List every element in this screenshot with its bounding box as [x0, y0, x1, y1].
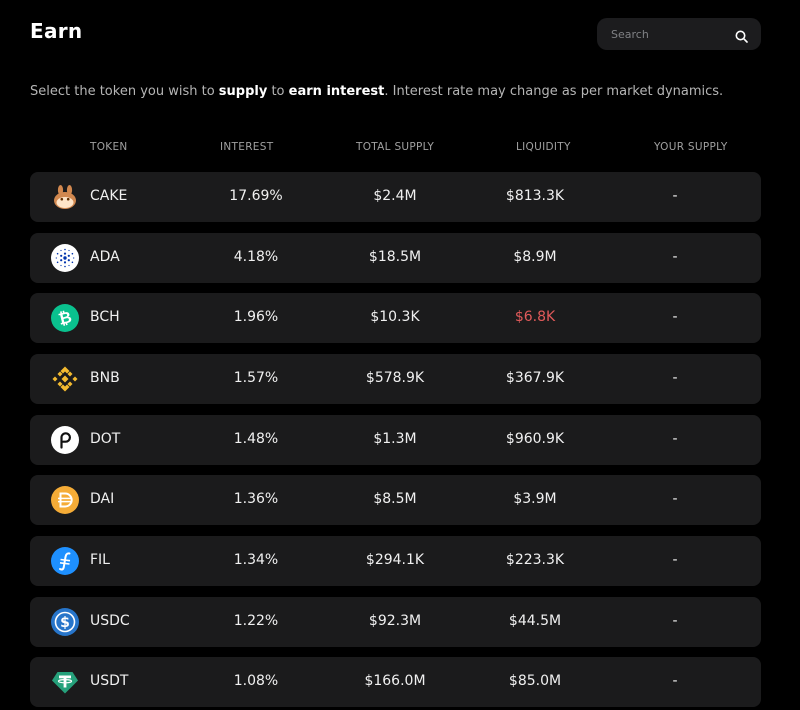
token-your-supply: - [672, 491, 678, 507]
token-row-usdt[interactable]: USDT 1.08% $166.0M $85.0M - [30, 657, 761, 707]
token-total-supply: $294.1K [365, 552, 425, 568]
token-row-ada[interactable]: ADA 4.18% $18.5M $8.9M - [30, 233, 761, 283]
token-liquidity: $8.9M [513, 249, 557, 265]
token-symbol: FIL [90, 552, 110, 568]
usdc-icon: $ [51, 608, 79, 636]
pancakeswap-icon [51, 183, 79, 211]
dai-icon [51, 486, 79, 514]
search-input[interactable] [611, 18, 729, 50]
token-symbol: BNB [90, 370, 120, 386]
column-header-token: TOKEN [90, 141, 128, 153]
token-liquidity: $6.8K [514, 309, 556, 325]
token-total-supply: $92.3M [368, 613, 422, 629]
token-symbol: DOT [90, 431, 121, 447]
token-interest: 1.34% [233, 552, 279, 568]
token-interest: 4.18% [233, 249, 279, 265]
column-header-total-supply: TOTAL SUPPLY [356, 141, 435, 153]
token-interest: 1.08% [233, 673, 279, 689]
svg-text:$: $ [60, 615, 70, 631]
token-total-supply: $1.3M [373, 431, 417, 447]
token-row-bnb[interactable]: BNB 1.57% $578.9K $367.9K - [30, 354, 761, 404]
token-interest: 17.69% [229, 188, 283, 204]
token-row-usdc[interactable]: $ USDC 1.22% $92.3M $44.5M - [30, 597, 761, 647]
token-total-supply: $10.3K [370, 309, 420, 325]
search-box[interactable] [597, 18, 761, 50]
token-symbol: USDC [90, 613, 130, 629]
token-liquidity: $223.3K [505, 552, 565, 568]
token-row-dai[interactable]: DAI 1.36% $8.5M $3.9M - [30, 475, 761, 525]
token-interest: 1.96% [233, 309, 279, 325]
token-liquidity: $85.0M [508, 673, 562, 689]
column-header-interest: INTEREST [220, 141, 274, 153]
token-your-supply: - [672, 613, 678, 629]
token-symbol: CAKE [90, 188, 128, 204]
token-symbol: BCH [90, 309, 120, 325]
bnb-icon [51, 365, 79, 393]
token-total-supply: $578.9K [365, 370, 425, 386]
token-your-supply: - [672, 552, 678, 568]
token-symbol: USDT [90, 673, 129, 689]
token-your-supply: - [672, 431, 678, 447]
polkadot-icon [51, 426, 79, 454]
token-interest: 1.22% [233, 613, 279, 629]
page-description: Select the token you wish to supply to e… [30, 84, 724, 99]
token-row-bch[interactable]: ₿ BCH 1.96% $10.3K $6.8K - [30, 293, 761, 343]
token-row-dot[interactable]: DOT 1.48% $1.3M $960.9K - [30, 415, 761, 465]
token-your-supply: - [672, 188, 678, 204]
svg-text:₿: ₿ [56, 307, 73, 329]
token-row-fil[interactable]: FIL 1.34% $294.1K $223.3K - [30, 536, 761, 586]
token-liquidity: $960.9K [505, 431, 565, 447]
token-your-supply: - [672, 309, 678, 325]
token-interest: 1.48% [233, 431, 279, 447]
token-symbol: ADA [90, 249, 120, 265]
token-interest: 1.57% [233, 370, 279, 386]
token-liquidity: $813.3K [505, 188, 565, 204]
token-your-supply: - [672, 370, 678, 386]
token-total-supply: $8.5M [373, 491, 417, 507]
token-total-supply: $166.0M [364, 673, 426, 689]
table-header: TOKEN INTEREST TOTAL SUPPLY LIQUIDITY YO… [30, 141, 761, 157]
token-row-cake[interactable]: CAKE 17.69% $2.4M $813.3K - [30, 172, 761, 222]
token-total-supply: $2.4M [373, 188, 417, 204]
token-your-supply: - [672, 673, 678, 689]
cardano-icon [51, 244, 79, 272]
column-header-your-supply: YOUR SUPPLY [654, 141, 728, 153]
token-liquidity: $44.5M [508, 613, 562, 629]
token-interest: 1.36% [233, 491, 279, 507]
token-total-supply: $18.5M [368, 249, 422, 265]
bitcoin-cash-icon: ₿ [51, 304, 79, 332]
token-liquidity: $367.9K [505, 370, 565, 386]
page-title: Earn [30, 19, 83, 43]
token-liquidity: $3.9M [513, 491, 557, 507]
search-icon[interactable] [735, 28, 748, 43]
filecoin-icon [51, 547, 79, 575]
token-symbol: DAI [90, 491, 115, 507]
column-header-liquidity: LIQUIDITY [516, 141, 571, 153]
tether-icon [51, 668, 79, 696]
token-your-supply: - [672, 249, 678, 265]
